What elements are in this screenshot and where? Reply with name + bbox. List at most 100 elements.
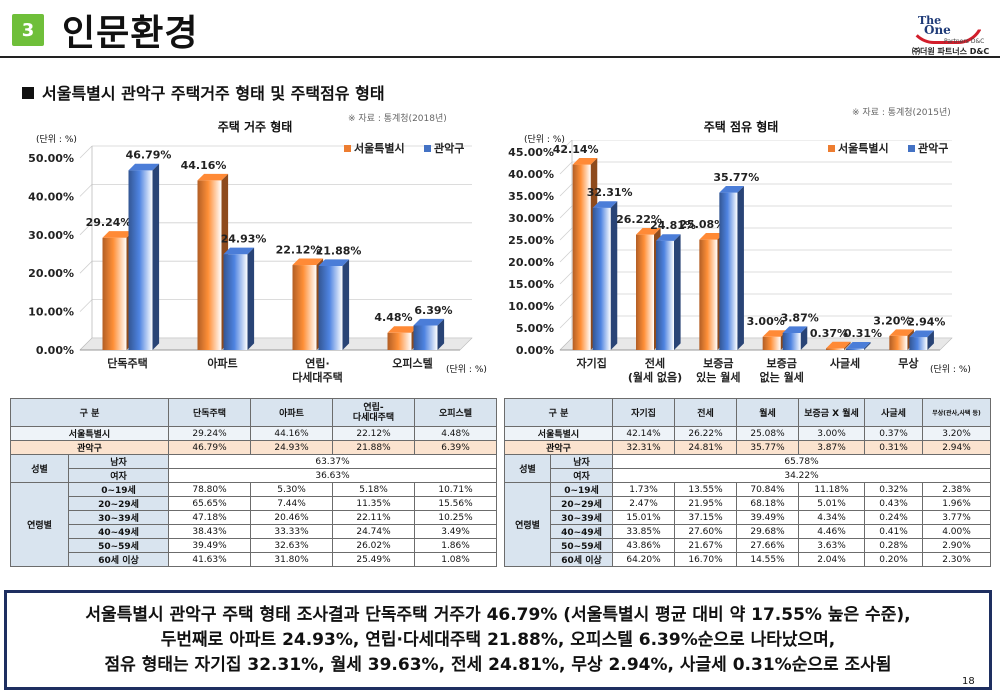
- table-cell: 33.85%: [612, 524, 676, 539]
- table2-header-cell: 월세: [736, 398, 800, 427]
- row-label: 서울특별시: [9, 426, 170, 441]
- table-cell: 7.44%: [250, 496, 334, 511]
- table-cell: 24.74%: [332, 524, 416, 539]
- table-cell: 39.49%: [736, 510, 800, 525]
- table-row: 30~39세 47.18% 20.46% 22.11% 10.25%: [11, 510, 498, 525]
- table-cell: 20.46%: [250, 510, 334, 525]
- table-cell: 25.49%: [332, 552, 416, 567]
- bar-side: [674, 234, 681, 350]
- bar-top: [656, 234, 681, 241]
- table-row: 20~29세 65.65% 7.44% 11.35% 15.56%: [11, 496, 498, 511]
- table-cell: 15.56%: [414, 496, 498, 511]
- bar-side: [437, 318, 445, 350]
- table-cell: 10.71%: [414, 482, 498, 497]
- row-label: 40~49세: [67, 524, 170, 539]
- bar-top: [636, 228, 661, 235]
- table-cell: 44.16%: [250, 426, 334, 441]
- bar-gwanak: [782, 332, 801, 350]
- data-label: 26.22%: [616, 213, 662, 226]
- table-row: 관악구 46.79% 24.93% 21.88% 6.39%: [9, 440, 498, 455]
- table-cell: 29.24%: [168, 426, 252, 441]
- bar-side: [844, 341, 851, 350]
- y-tick-label: 30.00%: [28, 229, 74, 242]
- row-label: 60세 이상: [67, 552, 170, 567]
- data-label: 35.77%: [713, 171, 759, 184]
- table-cell: 63.37%: [168, 454, 498, 469]
- chart1-title: 주택 거주 형태: [217, 120, 293, 134]
- chart1-unit-top: (단위 : %): [36, 135, 77, 145]
- x-category-label: 아파트: [207, 356, 237, 370]
- x-category-label: (월세 없음): [628, 370, 682, 384]
- bar-top: [762, 330, 788, 337]
- bar-side: [342, 259, 350, 350]
- x-category-label: 연립·: [305, 356, 329, 370]
- legend-swatch: [424, 145, 431, 152]
- table-cell: 0.32%: [864, 482, 924, 497]
- table1-header-cell: 아파트: [250, 398, 334, 427]
- row-label: 20~29세: [549, 496, 614, 511]
- table-cell: 22.12%: [332, 426, 416, 441]
- bar-gwanak: [846, 348, 864, 350]
- chart2-unit-top: (단위 : %): [524, 135, 565, 145]
- table-cell: 3.87%: [798, 440, 866, 455]
- table-row: 관악구 32.31% 24.81% 35.77% 3.87% 0.31% 2.9…: [503, 440, 992, 455]
- table-row: 서울특별시 29.24% 44.16% 22.12% 4.48%: [9, 426, 498, 441]
- bar-top: [699, 233, 724, 240]
- bar-gwanak: [592, 207, 611, 350]
- row-label: 30~39세: [549, 510, 614, 525]
- table-cell: 1.08%: [414, 552, 498, 567]
- bar-top: [826, 341, 851, 349]
- row-label: 관악구: [9, 440, 170, 455]
- table-row: 여자 34.22%: [505, 468, 992, 483]
- table-row: 40~49세 33.85% 27.60% 29.68% 4.46% 0.41% 4.00%: [505, 524, 992, 539]
- table-cell: 39.49%: [168, 538, 252, 553]
- bar-gwanak: [413, 325, 438, 350]
- page-number: 18: [962, 676, 975, 687]
- table-cell: 0.43%: [864, 496, 924, 511]
- table1-header-cell: 연립- 다세대주택: [332, 398, 416, 427]
- chart1-source: ※ 자료 : 통계청(2018년): [348, 114, 447, 124]
- table-row: 20~29세 2.47% 21.95% 68.18% 5.01% 0.43% 1.96%: [505, 496, 992, 511]
- table-cell: 41.63%: [168, 552, 252, 567]
- table-cell: 3.49%: [414, 524, 498, 539]
- table-cell: 0.24%: [864, 510, 924, 525]
- x-category-label: 사글세: [830, 356, 860, 370]
- data-label: 25.08%: [679, 218, 725, 231]
- table-cell: 37.15%: [674, 510, 738, 525]
- row-label: 40~49세: [549, 524, 614, 539]
- table-cell: 0.31%: [864, 440, 924, 455]
- x-category-label: 단독주택: [107, 356, 147, 370]
- table2-header-cell: 구 분: [503, 398, 614, 427]
- y-tick-label: 40.00%: [28, 190, 74, 203]
- data-label: 42.14%: [553, 143, 599, 156]
- bar-top: [719, 186, 744, 193]
- page-title: 인문환경: [62, 13, 199, 54]
- table-row: 성별 남자 65.78%: [504, 454, 992, 483]
- table-cell: 0.28%: [864, 538, 924, 553]
- table-cell: 1.73%: [612, 482, 676, 497]
- bar-gwanak: [128, 170, 153, 350]
- table-cell: 21.95%: [674, 496, 738, 511]
- table-occupancy-type: 구 분 자기집 전세 월세 보증금 X 월세 사글세 무상(관사,사택 등) 서…: [503, 398, 992, 567]
- table-cell: 78.80%: [168, 482, 252, 497]
- x-category-label: 오피스텔: [392, 356, 432, 370]
- row-label: 관악구: [503, 440, 614, 455]
- y-tick-label: 25.00%: [508, 234, 554, 247]
- table-cell: 5.01%: [798, 496, 866, 511]
- table-row: 60세 이상 41.63% 31.80% 25.49% 1.08%: [11, 552, 498, 567]
- logo-text-partners: Partners D&C: [944, 38, 985, 45]
- bar-seoul: [636, 234, 654, 350]
- table-cell: 32.63%: [250, 538, 334, 553]
- table-cell: 34.22%: [612, 468, 992, 483]
- table-cell: 2.04%: [798, 552, 866, 567]
- table-cell: 2.30%: [922, 552, 992, 567]
- group-label: 성별: [10, 454, 69, 483]
- bar-top: [909, 330, 934, 338]
- table-cell: 47.18%: [168, 510, 252, 525]
- bar-top: [318, 259, 350, 266]
- table-row: 성별 남자 63.37%: [10, 454, 498, 483]
- x-category-label: 보증금: [703, 357, 733, 370]
- subtitle-text: 서울특별시 관악구 주택거주 형태 및 주택점유 형태: [42, 84, 385, 103]
- y-tick-label: 30.00%: [508, 212, 554, 225]
- row-label: 60세 이상: [549, 552, 614, 567]
